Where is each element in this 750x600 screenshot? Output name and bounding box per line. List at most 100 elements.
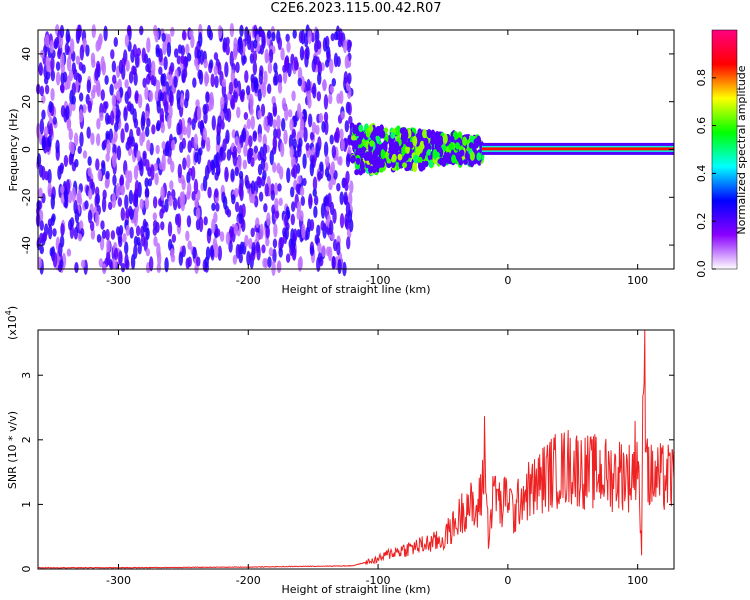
heatmap-cell: [329, 58, 334, 74]
heatmap-cell: [469, 151, 475, 161]
heatmap-cell: [284, 226, 289, 240]
heatmap-cell: [234, 201, 240, 213]
heatmap-cell: [36, 199, 41, 211]
heatmap-cell: [316, 91, 322, 102]
heatmap-cell: [343, 71, 349, 84]
heatmap-cell: [468, 142, 474, 149]
heatmap-cell: [309, 131, 315, 141]
heatmap-cell: [216, 122, 221, 137]
snr-multiplier: (x104): [4, 306, 19, 340]
heatmap-cell: [403, 153, 409, 161]
heatmap-cell: [159, 108, 165, 122]
heatmap-cell: [59, 24, 65, 39]
heatmap-cell: [215, 202, 220, 212]
heatmap-cell: [153, 162, 158, 172]
heatmap-cell: [176, 122, 181, 136]
heatmap-cell: [121, 57, 126, 68]
heatmap-cell: [297, 77, 302, 87]
heatmap-cell: [228, 81, 234, 95]
heatmap-cell: [58, 242, 63, 257]
heatmap-cell: [473, 138, 479, 146]
heatmap-cell: [258, 70, 264, 85]
heatmap-cell: [155, 122, 161, 132]
heatmap-cell: [249, 107, 254, 116]
heatmap-cell: [274, 210, 280, 219]
heatmap-cell: [124, 122, 129, 133]
heatmap-cell: [432, 148, 438, 160]
heatmap-cell: [75, 55, 81, 65]
heatmap-cell: [359, 160, 365, 172]
heatmap-cell: [68, 219, 73, 231]
heatmap-cell: [278, 166, 284, 180]
heatmap-cell: [309, 219, 315, 232]
heatmap-cell: [115, 89, 121, 101]
heatmap-cell: [378, 167, 384, 173]
heatmap-cell: [344, 120, 350, 133]
heatmap-cell: [437, 158, 443, 165]
heatmap-cell: [110, 230, 116, 240]
heatmap-cell: [180, 44, 185, 57]
heatmap-cell: [182, 157, 187, 171]
heatmap-cell: [91, 24, 96, 39]
heatmap-cell: [260, 157, 266, 171]
heatmap-cell: [263, 258, 269, 269]
heatmap-cell: [299, 186, 305, 197]
heatmap-cell: [84, 200, 89, 210]
heatmap-cell: [164, 257, 169, 273]
heatmap-cell: [233, 91, 238, 103]
heatmap-cell: [331, 255, 336, 270]
heatmap-cell: [205, 136, 211, 148]
heatmap-cell: [232, 254, 238, 265]
heatmap-cell: [442, 133, 448, 145]
heatmap-cell: [47, 182, 52, 197]
heatmap-cell: [259, 223, 264, 240]
heatmap-cell: [339, 191, 344, 205]
heatmap-cell: [272, 102, 277, 116]
heatmap-cell: [99, 112, 104, 122]
heatmap-cell: [125, 59, 130, 72]
heatmap-cell: [126, 136, 132, 147]
heatmap-cell: [412, 135, 418, 147]
heatmap-cell: [252, 39, 258, 49]
heatmap-cell: [155, 144, 160, 155]
heatmap-cell: [285, 253, 291, 263]
heatmap-cell: [309, 245, 315, 256]
heatmap-cell: [291, 90, 296, 102]
heatmap-cell: [98, 258, 104, 268]
snr-panel: -300 -200 -100 0 100 0 1 2 3 Height of straight…: [4, 306, 675, 596]
heatmap-cell: [142, 150, 147, 160]
snr-multiplier-base: (x10: [6, 315, 19, 340]
snr-multiplier-exp: 4: [4, 310, 13, 315]
heatmap-cell: [106, 251, 111, 266]
heatmap-cell: [85, 44, 90, 57]
heatmap-cell: [43, 126, 49, 138]
heatmap-cell: [320, 220, 325, 232]
heatmap-cell: [204, 73, 210, 85]
heatmap-cell: [256, 175, 261, 186]
heatmap-cell: [189, 28, 194, 39]
heatmap-cell: [417, 162, 423, 170]
heatmap-cell: [148, 256, 154, 272]
heatmap-cell: [345, 154, 351, 168]
heatmap-cell: [169, 248, 175, 258]
heatmap-cell: [106, 139, 111, 155]
heatmap-cell: [142, 218, 148, 233]
heatmap-cell: [232, 45, 238, 61]
heatmap-cell: [96, 82, 101, 98]
heatmap-cell: [252, 61, 258, 76]
heatmap-cell: [86, 126, 91, 139]
heatmap-cell: [124, 241, 129, 255]
heatmap-cell: [100, 220, 105, 230]
heatmap-cell: [76, 192, 81, 204]
heatmap-cell: [115, 182, 121, 199]
heatmap-cell: [171, 139, 176, 151]
heatmap-cell: [176, 213, 182, 228]
heatmap-cell: [160, 186, 165, 201]
heatmap-cell: [280, 47, 285, 61]
heatmap-cell: [278, 247, 283, 258]
heatmap-cell: [244, 234, 249, 248]
heatmap-cell: [243, 111, 249, 121]
heatmap-cell: [319, 161, 324, 173]
heatmap-cell: [217, 24, 223, 39]
heatmap-cell: [193, 57, 199, 67]
